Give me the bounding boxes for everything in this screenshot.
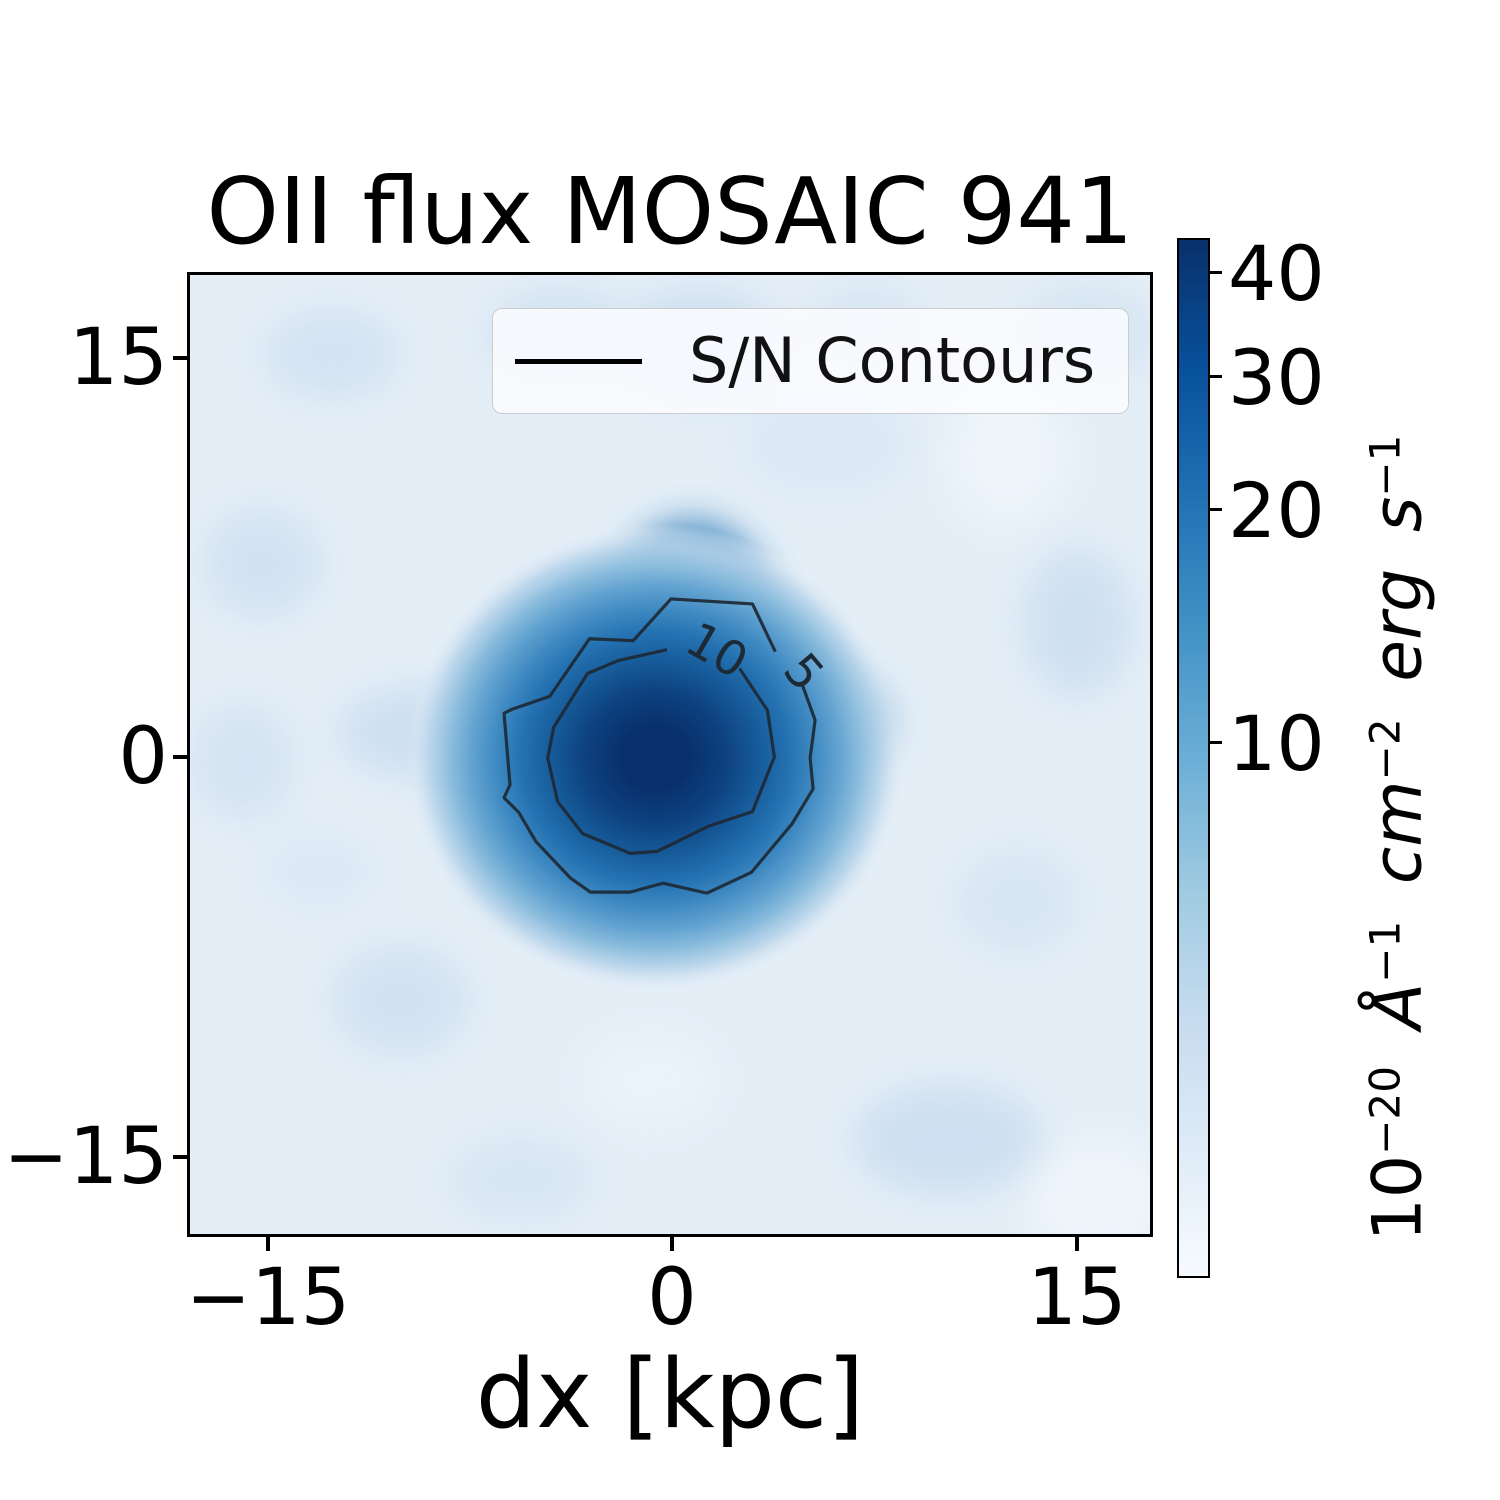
x-tick-mark-0 xyxy=(670,1237,674,1251)
y-tick-label-15: 15 xyxy=(68,313,168,403)
y-tick-mark-0 xyxy=(173,755,187,759)
legend-label: S/N Contours xyxy=(689,324,1096,397)
legend: S/N Contours xyxy=(492,308,1129,414)
colorbar-tick-mark-20 xyxy=(1210,508,1222,511)
cb-unit-base: 10−20 xyxy=(1358,1065,1438,1242)
x-tick-mark-15 xyxy=(1075,1237,1079,1251)
chart-title: OII flux MOSAIC 941 xyxy=(206,158,1134,265)
contour-outer xyxy=(502,597,817,895)
colorbar xyxy=(1177,238,1210,1278)
cb-unit-cm: cm−2 xyxy=(1358,718,1438,885)
emission-blob xyxy=(404,523,906,993)
x-tick-label-0: 0 xyxy=(647,1253,697,1343)
x-tick-label-15: 15 xyxy=(1027,1253,1127,1343)
x-tick-mark-neg15 xyxy=(266,1237,270,1251)
colorbar-tick-mark-10 xyxy=(1210,741,1222,744)
x-tick-label-neg15: −15 xyxy=(185,1253,351,1343)
x-axis-label: dx [kpc] xyxy=(475,1340,865,1450)
plot-area: 10 5 S/N Contours xyxy=(187,272,1153,1237)
heatmap-svg: 10 5 xyxy=(190,275,1150,1234)
contour-inner xyxy=(546,648,776,855)
y-tick-label-neg15: −15 xyxy=(3,1112,168,1202)
colorbar-tick-label-40: 40 xyxy=(1228,228,1325,318)
colorbar-tick-label-20: 20 xyxy=(1228,465,1325,555)
colorbar-tick-mark-40 xyxy=(1210,271,1222,274)
cb-unit-angstrom: Å−1 xyxy=(1358,920,1438,1030)
cb-unit-s: s−1 xyxy=(1358,434,1438,533)
colorbar-unit-label: 10−20 Å−1 cm−2 erg s−1 xyxy=(1359,435,1438,1242)
y-tick-label-0: 0 xyxy=(118,712,168,802)
y-tick-mark-neg15 xyxy=(173,1155,187,1159)
legend-contour-line-sample xyxy=(515,359,642,364)
colorbar-tick-mark-30 xyxy=(1210,375,1222,378)
colorbar-tick-label-10: 10 xyxy=(1228,698,1325,788)
y-tick-mark-15 xyxy=(173,356,187,360)
colorbar-tick-label-30: 30 xyxy=(1228,332,1325,422)
cb-unit-erg: erg xyxy=(1358,568,1438,682)
